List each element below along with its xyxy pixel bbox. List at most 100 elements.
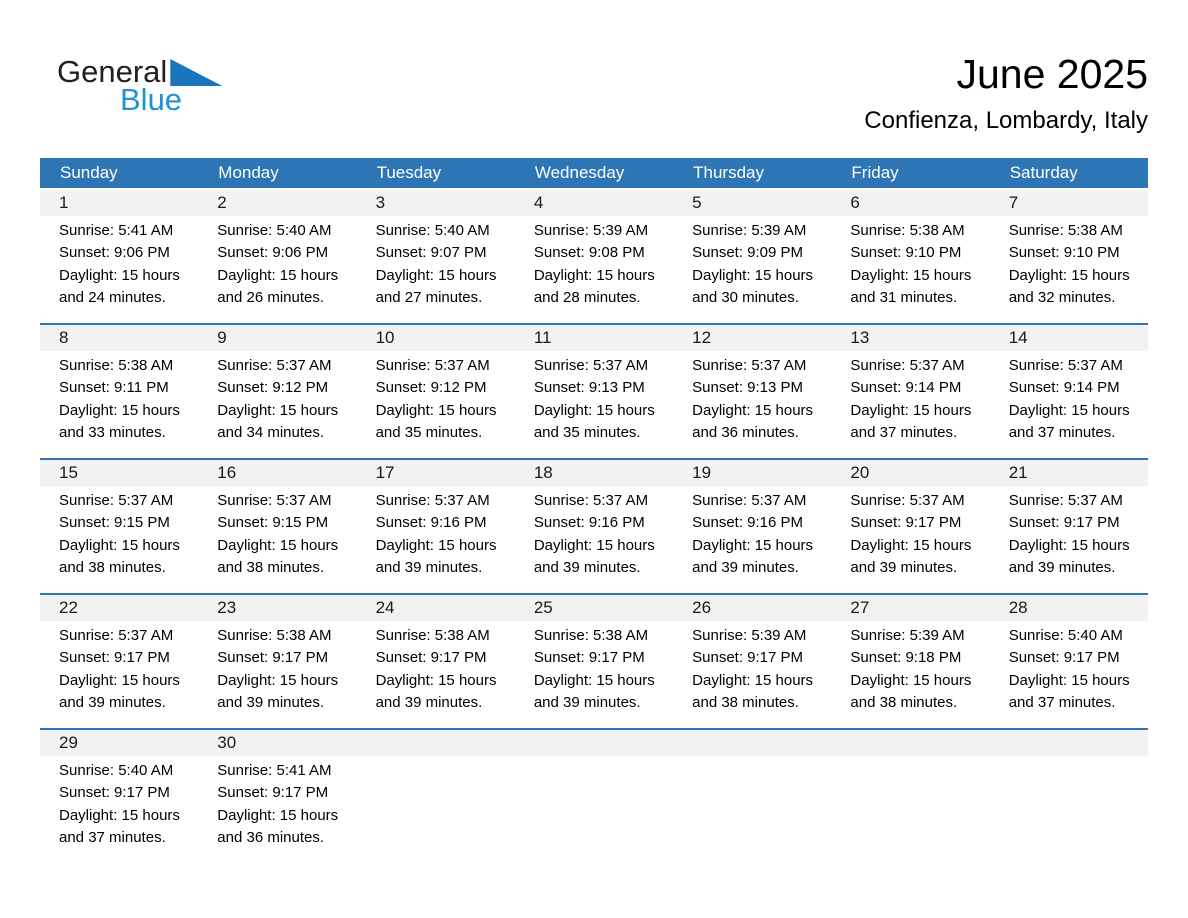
weekday-header-wednesday: Wednesday	[534, 163, 625, 182]
day-number: 11	[514, 325, 674, 351]
sunrise-text: Sunrise: 5:37 AM	[1008, 492, 1123, 509]
day-number: 24	[356, 595, 515, 621]
day-details: Sunrise: 5:39 AM Sunset: 9:08 PM Daylight:…	[515, 216, 673, 310]
day-number: 8	[40, 325, 199, 351]
daylight-text-line2: and 33 minutes.	[59, 424, 166, 442]
day-cell: 6 Sunrise: 5:38 AM Sunset: 9:10 PM Daylight…	[831, 190, 990, 323]
day-details: Sunrise: 5:38 AM Sunset: 9:10 PM Daylight:…	[831, 216, 989, 310]
sunrise-text: Sunrise: 5:40 AM	[1008, 627, 1123, 644]
day-cell: 19 Sunrise: 5:37 AM Sunset: 9:16 PM Dayligh…	[673, 460, 832, 593]
logo-general-text: General	[57, 54, 168, 89]
sunrise-text: Sunrise: 5:39 AM	[533, 222, 649, 239]
sunrise-text: Sunrise: 5:37 AM	[692, 357, 807, 374]
week-row: 29 Sunrise: 5:40 AM Sunset: 9:17 PM Dayligh…	[40, 728, 1148, 863]
day-details: Sunrise: 5:38 AM Sunset: 9:17 PM Daylight:…	[357, 621, 515, 715]
logo-triangle-icon	[170, 59, 223, 86]
day-cell: 10 Sunrise: 5:37 AM Sunset: 9:12 PM Dayligh…	[356, 325, 515, 458]
daylight-text-line1: Daylight: 15 hours	[375, 266, 497, 284]
sunset-text: Sunset: 9:09 PM	[692, 244, 804, 262]
day-number: 19	[673, 460, 832, 486]
sunset-text: Sunset: 9:15 PM	[217, 514, 329, 532]
day-number	[989, 730, 1148, 756]
day-details: Sunrise: 5:40 AM Sunset: 9:17 PM Daylight:…	[40, 756, 198, 850]
day-details: Sunrise: 5:41 AM Sunset: 9:06 PM Daylight:…	[40, 216, 198, 310]
sunrise-text: Sunrise: 5:40 AM	[375, 222, 490, 239]
daylight-text-line1: Daylight: 15 hours	[1008, 671, 1130, 689]
day-number	[514, 730, 674, 756]
daylight-text-line2: and 30 minutes.	[692, 289, 799, 307]
day-details: Sunrise: 5:37 AM Sunset: 9:16 PM Daylight:…	[673, 486, 831, 580]
day-cell: 13 Sunrise: 5:37 AM Sunset: 9:14 PM Dayligh…	[831, 325, 990, 458]
daylight-text-line2: and 39 minutes.	[375, 559, 483, 577]
daylight-text-line2: and 37 minutes.	[59, 829, 166, 847]
day-number: 26	[673, 595, 832, 621]
day-cell: 30 Sunrise: 5:41 AM Sunset: 9:17 PM Dayligh…	[198, 730, 357, 863]
daylight-text-line1: Daylight: 15 hours	[850, 671, 972, 689]
empty-day-cell	[673, 730, 832, 863]
day-number: 4	[514, 190, 674, 216]
day-number	[831, 730, 990, 756]
sunrise-text: Sunrise: 5:38 AM	[850, 222, 965, 239]
day-details: Sunrise: 5:40 AM Sunset: 9:17 PM Daylight:…	[990, 621, 1148, 715]
sunset-text: Sunset: 9:06 PM	[217, 244, 329, 262]
sunset-text: Sunset: 9:17 PM	[59, 784, 170, 802]
day-details: Sunrise: 5:37 AM Sunset: 9:14 PM Daylight:…	[831, 351, 989, 445]
sunrise-text: Sunrise: 5:39 AM	[850, 627, 965, 644]
daylight-text-line1: Daylight: 15 hours	[217, 266, 339, 284]
day-cell: 25 Sunrise: 5:38 AM Sunset: 9:17 PM Dayligh…	[514, 595, 674, 728]
sunset-text: Sunset: 9:17 PM	[59, 649, 170, 667]
sunset-text: Sunset: 9:13 PM	[533, 379, 645, 397]
day-number: 5	[673, 190, 832, 216]
page-header: General Blue June 2025 Confienza, Lombar…	[40, 0, 1148, 158]
sunrise-text: Sunrise: 5:38 AM	[1008, 222, 1123, 239]
empty-day-cell	[831, 730, 990, 863]
weekday-header-thursday: Thursday	[693, 163, 765, 182]
sunrise-text: Sunrise: 5:37 AM	[217, 492, 332, 509]
day-cell: 27 Sunrise: 5:39 AM Sunset: 9:18 PM Dayligh…	[831, 595, 990, 728]
day-number: 27	[831, 595, 990, 621]
day-number: 7	[989, 190, 1148, 216]
day-cell: 15 Sunrise: 5:37 AM Sunset: 9:15 PM Dayligh…	[40, 460, 199, 593]
daylight-text-line1: Daylight: 15 hours	[217, 401, 339, 419]
daylight-text-line2: and 26 minutes.	[217, 289, 325, 307]
sunset-text: Sunset: 9:18 PM	[850, 649, 962, 667]
daylight-text-line1: Daylight: 15 hours	[1008, 536, 1130, 554]
day-number: 20	[831, 460, 990, 486]
day-details: Sunrise: 5:37 AM Sunset: 9:12 PM Daylight:…	[198, 351, 356, 445]
sunrise-text: Sunrise: 5:38 AM	[533, 627, 649, 644]
day-cell: 28 Sunrise: 5:40 AM Sunset: 9:17 PM Dayligh…	[989, 595, 1148, 728]
sunrise-text: Sunrise: 5:37 AM	[850, 357, 965, 374]
sunrise-text: Sunrise: 5:39 AM	[692, 627, 807, 644]
weekday-header-saturday: Saturday	[1009, 163, 1078, 182]
sunrise-text: Sunrise: 5:37 AM	[59, 492, 174, 509]
day-details: Sunrise: 5:39 AM Sunset: 9:09 PM Daylight:…	[673, 216, 831, 310]
day-cell: 14 Sunrise: 5:37 AM Sunset: 9:14 PM Dayligh…	[989, 325, 1148, 458]
day-number: 30	[198, 730, 357, 756]
day-number: 23	[198, 595, 357, 621]
day-number: 2	[198, 190, 357, 216]
daylight-text-line1: Daylight: 15 hours	[850, 266, 972, 284]
weekday-header-tuesday: Tuesday	[376, 163, 442, 182]
empty-day-cell	[989, 730, 1148, 863]
day-details: Sunrise: 5:40 AM Sunset: 9:07 PM Daylight:…	[357, 216, 515, 310]
day-number: 1	[40, 190, 199, 216]
daylight-text-line1: Daylight: 15 hours	[59, 806, 180, 824]
sunset-text: Sunset: 9:17 PM	[375, 649, 487, 667]
day-number: 9	[198, 325, 357, 351]
sunset-text: Sunset: 9:08 PM	[533, 244, 645, 262]
daylight-text-line2: and 37 minutes.	[850, 424, 958, 442]
daylight-text-line2: and 39 minutes.	[850, 559, 958, 577]
sunset-text: Sunset: 9:10 PM	[1008, 244, 1120, 262]
daylight-text-line2: and 39 minutes.	[1008, 559, 1116, 577]
day-cell: 11 Sunrise: 5:37 AM Sunset: 9:13 PM Dayligh…	[514, 325, 674, 458]
logo-blue-text: Blue	[120, 82, 183, 117]
daylight-text-line2: and 38 minutes.	[692, 694, 799, 712]
daylight-text-line1: Daylight: 15 hours	[59, 536, 180, 554]
sunset-text: Sunset: 9:17 PM	[692, 649, 804, 667]
daylight-text-line2: and 38 minutes.	[850, 694, 958, 712]
day-cell: 18 Sunrise: 5:37 AM Sunset: 9:16 PM Dayligh…	[514, 460, 674, 593]
day-number: 14	[989, 325, 1148, 351]
daylight-text-line1: Daylight: 15 hours	[59, 266, 180, 284]
day-number: 3	[356, 190, 515, 216]
sunset-text: Sunset: 9:16 PM	[692, 514, 804, 532]
